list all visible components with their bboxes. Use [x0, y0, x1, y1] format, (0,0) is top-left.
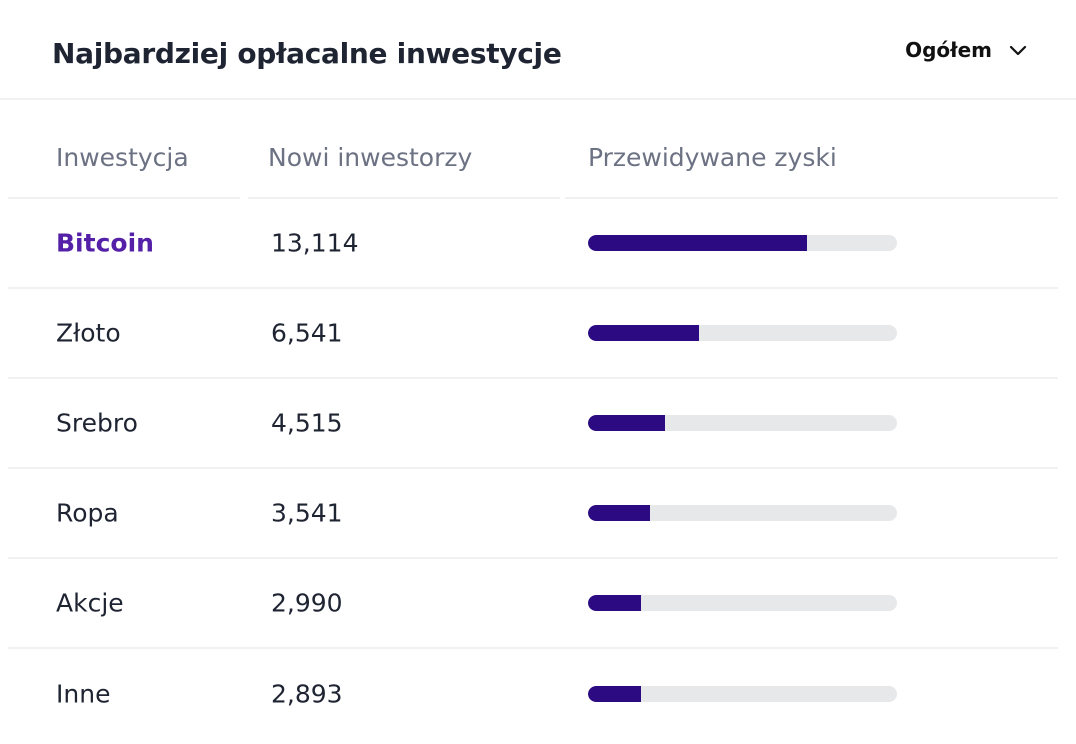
card-title: Najbardziej opłacalne inwestycje	[52, 37, 562, 70]
profit-progress-fill	[588, 595, 641, 611]
profit-progress-fill	[588, 505, 650, 521]
column-divider	[565, 197, 1058, 199]
new-investors-count: 3,541	[271, 498, 343, 528]
profit-progress-fill	[588, 325, 700, 341]
table-row[interactable]: Akcje 2,990	[8, 559, 1058, 649]
column-header-new-investors: Nowi inwestorzy	[268, 143, 473, 172]
investment-name: Złoto	[56, 318, 121, 348]
column-header-expected-profit: Przewidywane zyski	[588, 143, 837, 172]
period-filter-dropdown[interactable]: Ogółem	[905, 38, 1028, 62]
profit-progress-bar	[588, 595, 897, 611]
table-row[interactable]: Inne 2,893	[8, 649, 1058, 739]
column-divider	[248, 197, 560, 199]
new-investors-count: 2,893	[271, 679, 343, 709]
profit-progress-bar	[588, 686, 897, 702]
chevron-down-icon	[1009, 45, 1027, 56]
period-filter-label: Ogółem	[905, 38, 992, 62]
profit-progress-bar	[588, 505, 897, 521]
column-header-investment: Inwestycja	[56, 143, 189, 172]
table-row[interactable]: Bitcoin 13,114	[8, 199, 1058, 289]
investment-name: Srebro	[56, 408, 138, 438]
investment-name: Ropa	[56, 498, 119, 528]
new-investors-count: 4,515	[271, 408, 343, 438]
profit-progress-fill	[588, 235, 808, 251]
investment-name: Bitcoin	[56, 228, 154, 258]
profit-progress-bar	[588, 325, 897, 341]
new-investors-count: 13,114	[271, 228, 359, 258]
new-investors-count: 2,990	[271, 588, 343, 618]
table-row[interactable]: Ropa 3,541	[8, 469, 1058, 559]
card-header: Najbardziej opłacalne inwestycje Ogółem	[0, 0, 1076, 100]
table-body: Bitcoin 13,114 Złoto 6,541 Srebro 4,515 Ropa 3,…	[8, 199, 1058, 739]
profit-progress-fill	[588, 686, 641, 702]
new-investors-count: 6,541	[271, 318, 343, 348]
table-header: Inwestycja Nowi inwestorzy Przewidywane …	[8, 99, 1058, 199]
investment-name: Akcje	[56, 588, 124, 618]
investment-name: Inne	[56, 679, 111, 709]
profit-progress-fill	[588, 415, 666, 431]
table-row[interactable]: Srebro 4,515	[8, 379, 1058, 469]
column-divider	[8, 197, 240, 199]
profit-progress-bar	[588, 235, 897, 251]
profit-progress-bar	[588, 415, 897, 431]
table-row[interactable]: Złoto 6,541	[8, 289, 1058, 379]
